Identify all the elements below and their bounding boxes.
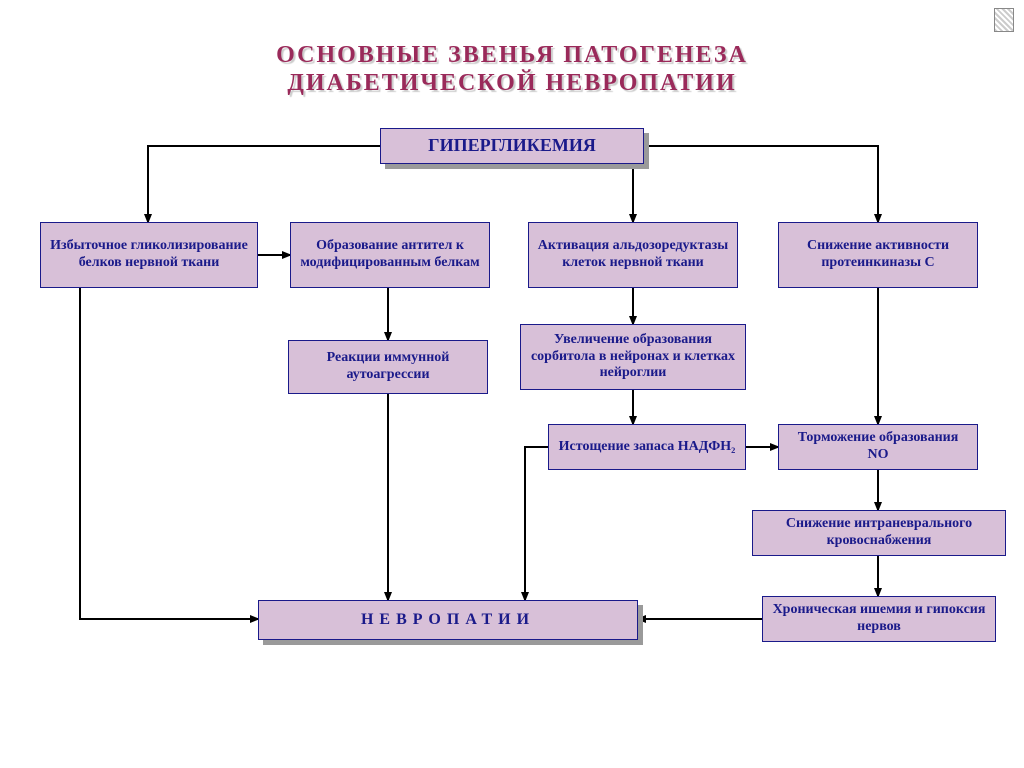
flow-node-hyper: ГИПЕРГЛИКЕМИЯ xyxy=(380,128,644,164)
flow-node-autoagr: Реакции иммунной аутоагрессии xyxy=(288,340,488,394)
flow-node-ischemia: Хроническая ишемия и гипоксия нервов xyxy=(762,596,996,642)
edge-hyper-glyco xyxy=(148,146,380,222)
flow-node-glyco: Избыточное гликолизирование белков нервн… xyxy=(40,222,258,288)
flow-node-nadph: Истощение запаса НАДФН₂ xyxy=(548,424,746,470)
flow-node-no: Торможение образования NO xyxy=(778,424,978,470)
title-line2: ДИАБЕТИЧЕСКОЙ НЕВРОПАТИИ xyxy=(287,70,736,96)
connector-layer xyxy=(0,0,1024,768)
flow-node-pkc: Снижение активности протеинкиназы С xyxy=(778,222,978,288)
edge-hyper-pkc xyxy=(644,146,878,222)
edge-nadph-neuro xyxy=(525,447,548,600)
flow-node-antibody: Образование антител к модифицированным б… xyxy=(290,222,490,288)
flow-node-blood: Снижение интраневрального кровоснабжения xyxy=(752,510,1006,556)
flow-node-sorbitol: Увеличение образования сорбитола в нейро… xyxy=(520,324,746,390)
corner-decoration-icon xyxy=(994,8,1014,32)
flow-node-neuro: НЕВРОПАТИИ xyxy=(258,600,638,640)
edge-glyco-neuro xyxy=(80,288,258,619)
flow-node-aldose: Активация альдозоредуктазы клеток нервно… xyxy=(528,222,738,288)
page-title: ОСНОВНЫЕ ЗВЕНЬЯ ПАТОГЕНЕЗА ДИАБЕТИЧЕСКОЙ… xyxy=(0,42,1024,97)
title-line1: ОСНОВНЫЕ ЗВЕНЬЯ ПАТОГЕНЕЗА xyxy=(276,42,748,68)
